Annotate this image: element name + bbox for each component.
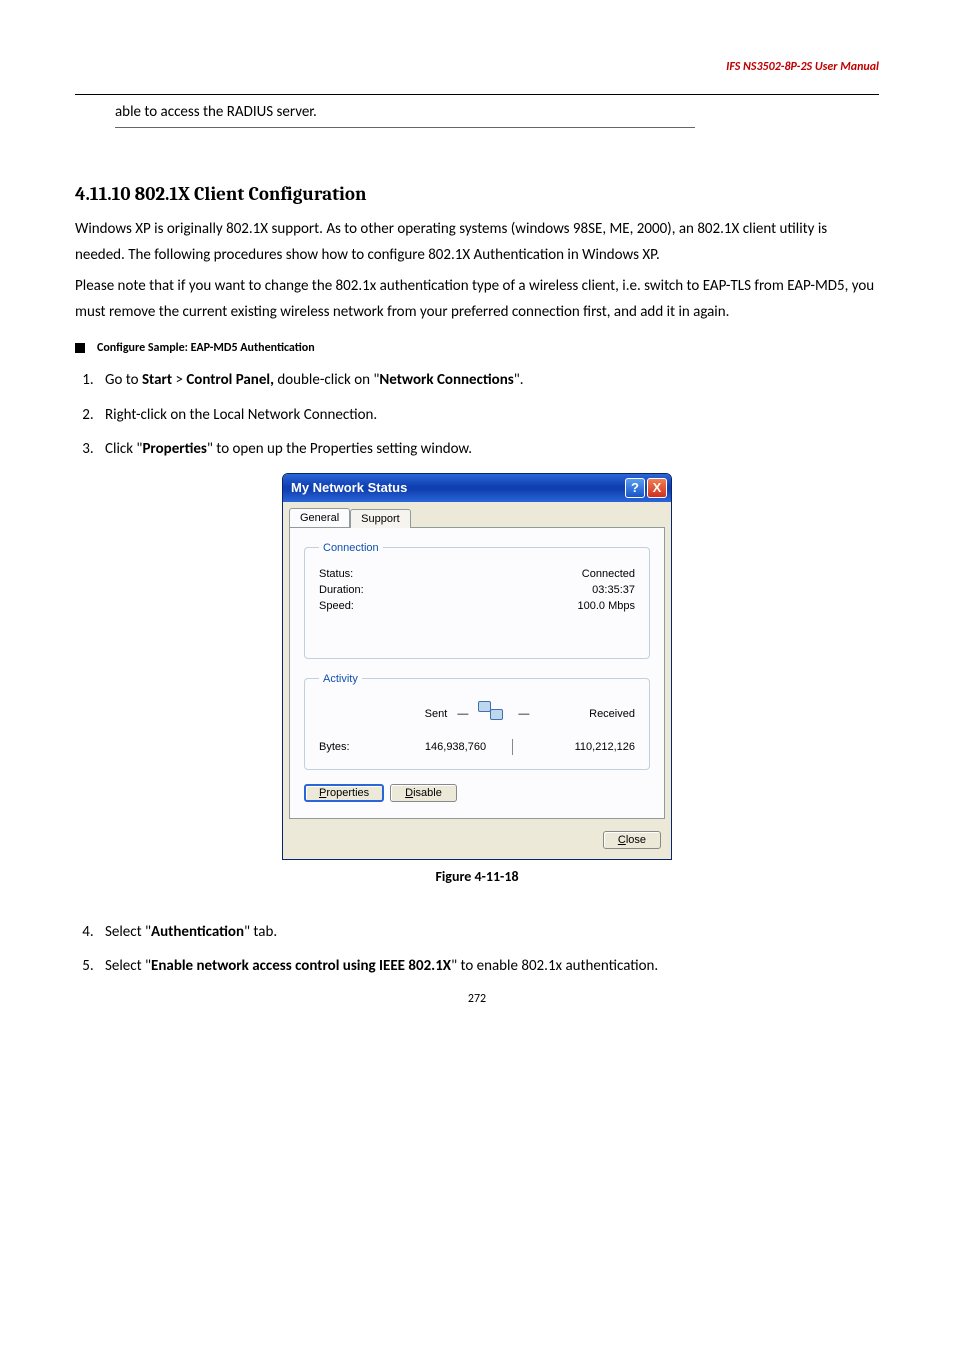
step-1-end: ". bbox=[514, 371, 524, 389]
step-5-end: " to enable 802.1x authentication. bbox=[451, 957, 658, 975]
tab-support[interactable]: Support bbox=[350, 509, 411, 528]
step-1-nc: Network Connections bbox=[379, 371, 513, 389]
activity-header: Sent — — Received bbox=[319, 701, 635, 727]
row-status: Status: Connected bbox=[319, 568, 635, 580]
bytes-mid: 146,938,760 bbox=[425, 739, 529, 755]
sent-value: 146,938,760 bbox=[425, 741, 486, 753]
table-note-cell: able to access the RADIUS server. bbox=[115, 103, 695, 128]
step-5-prefix: Select " bbox=[105, 957, 151, 975]
help-icon[interactable]: ? bbox=[625, 478, 645, 498]
speed-label: Speed: bbox=[319, 600, 354, 612]
dialog-container: My Network Status ? X General Support Co… bbox=[75, 473, 879, 860]
step-3-end: " to open up the Properties setting wind… bbox=[207, 440, 472, 458]
close-button[interactable]: Close bbox=[603, 831, 661, 849]
header-rule bbox=[75, 94, 879, 95]
group-connection-legend: Connection bbox=[319, 542, 383, 554]
step-4-auth: Authentication bbox=[151, 923, 244, 941]
step-1-gt: > bbox=[172, 371, 186, 389]
config-sample-bullet: Configure Sample: EAP-MD5 Authentication bbox=[75, 341, 879, 355]
properties-button[interactable]: Properties bbox=[304, 784, 384, 802]
step-1-cp: Control Panel, bbox=[186, 371, 274, 389]
dash-icon-2: — bbox=[518, 708, 529, 720]
close-row: Close bbox=[283, 825, 671, 859]
button-bar: Properties Disable bbox=[304, 784, 650, 802]
steps-list: Go to Start > Control Panel, double-clic… bbox=[75, 369, 879, 461]
sent-label: Sent bbox=[425, 708, 448, 720]
properties-rest: roperties bbox=[326, 787, 369, 799]
step-3-prop: Properties bbox=[142, 440, 206, 458]
bullet-text: Configure Sample: EAP-MD5 Authentication bbox=[97, 341, 315, 355]
steps-list-2: Select "Authentication" tab. Select "Ena… bbox=[75, 921, 879, 978]
duration-label: Duration: bbox=[319, 584, 364, 596]
group-connection: Connection Status: Connected Duration: 0… bbox=[304, 542, 650, 659]
step-5: Select "Enable network access control us… bbox=[97, 955, 879, 978]
section-heading: 4.11.10 802.1X Client Configuration bbox=[75, 183, 879, 205]
step-4: Select "Authentication" tab. bbox=[97, 921, 879, 944]
row-duration: Duration: 03:35:37 bbox=[319, 584, 635, 596]
paragraph-1: Windows XP is originally 802.1X support.… bbox=[75, 217, 879, 268]
close-rest: lose bbox=[626, 834, 646, 846]
square-bullet-icon bbox=[75, 343, 85, 353]
close-icon[interactable]: X bbox=[647, 478, 667, 498]
section-title-text: 802.1X Client Configuration bbox=[135, 183, 367, 205]
disable-rest: isable bbox=[413, 787, 442, 799]
activity-mid: Sent — — bbox=[425, 701, 530, 727]
group-activity-legend: Activity bbox=[319, 673, 362, 685]
step-3-prefix: Click " bbox=[105, 440, 142, 458]
step-5-enable: Enable network access control using IEEE… bbox=[151, 957, 451, 975]
group-activity: Activity Sent — — Received Bytes: bbox=[304, 673, 650, 770]
speed-value: 100.0 Mbps bbox=[578, 600, 635, 612]
step-2: Right-click on the Local Network Connect… bbox=[97, 404, 879, 427]
step-1-mid: double-click on " bbox=[274, 371, 379, 389]
tab-panel-general: Connection Status: Connected Duration: 0… bbox=[289, 527, 665, 819]
dash-icon: — bbox=[457, 708, 468, 720]
manual-header: IFS NS3502-8P-2S User Manual bbox=[75, 60, 879, 74]
titlebar[interactable]: My Network Status ? X bbox=[283, 474, 671, 502]
paragraph-2: Please note that if you want to change t… bbox=[75, 274, 879, 325]
network-icon bbox=[478, 701, 508, 727]
tab-general[interactable]: General bbox=[289, 508, 350, 527]
step-1: Go to Start > Control Panel, double-clic… bbox=[97, 369, 879, 392]
received-value: 110,212,126 bbox=[535, 741, 635, 753]
page-number: 272 bbox=[75, 992, 879, 1006]
step-4-end: " tab. bbox=[244, 923, 277, 941]
section-number: 4.11.10 bbox=[75, 183, 130, 205]
status-value: Connected bbox=[582, 568, 635, 580]
step-1-start: Start bbox=[142, 371, 172, 389]
titlebar-title: My Network Status bbox=[291, 480, 623, 495]
network-status-dialog: My Network Status ? X General Support Co… bbox=[282, 473, 672, 860]
activity-values: Bytes: 146,938,760 110,212,126 bbox=[319, 739, 635, 755]
tab-bar: General Support bbox=[283, 502, 671, 527]
bytes-label: Bytes: bbox=[319, 741, 419, 753]
step-3: Click "Properties" to open up the Proper… bbox=[97, 438, 879, 461]
step-1-text: Go to bbox=[105, 371, 142, 389]
received-label: Received bbox=[535, 708, 635, 720]
status-label: Status: bbox=[319, 568, 353, 580]
disable-button[interactable]: Disable bbox=[390, 784, 457, 802]
row-speed: Speed: 100.0 Mbps bbox=[319, 600, 635, 612]
divider-icon bbox=[512, 739, 513, 755]
duration-value: 03:35:37 bbox=[592, 584, 635, 596]
figure-caption: Figure 4-11-18 bbox=[75, 868, 879, 885]
step-4-prefix: Select " bbox=[105, 923, 151, 941]
